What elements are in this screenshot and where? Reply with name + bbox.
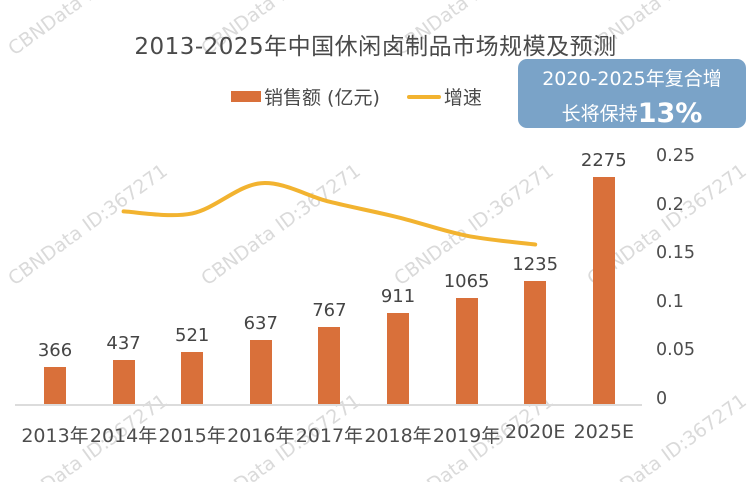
- bar-2025E: [592, 177, 615, 404]
- legend: 销售额 (亿元) 增速: [231, 83, 482, 110]
- x-axis-label-2019年: 2019年: [432, 425, 501, 447]
- callout-line1: 2020-2025年复合增: [542, 68, 722, 90]
- sales-legend-swatch-icon: [231, 91, 261, 102]
- bar-value-label: 911: [380, 286, 416, 307]
- bar-value-label: 521: [175, 325, 210, 346]
- x-axis-label-2014年: 2014年: [89, 425, 158, 447]
- x-axis-label-2018年: 2018年: [364, 425, 432, 447]
- right-axis-tick-0.05: 0.05: [656, 340, 695, 361]
- x-axis-label-2017年: 2017年: [295, 425, 364, 447]
- x-axis-label-2020E: 2020E: [505, 421, 566, 443]
- x-axis-label-2016年: 2016年: [227, 425, 295, 447]
- bar-2017年: [318, 327, 341, 404]
- callout-highlight: 13%: [637, 97, 703, 129]
- sales-legend-label: 销售额 (亿元): [264, 87, 380, 109]
- bar-value-label: 366: [37, 340, 73, 361]
- right-axis-tick-0.15: 0.15: [656, 243, 695, 264]
- x-axis-label-2025E: 2025E: [573, 421, 634, 443]
- bar-value-label: 637: [243, 313, 278, 334]
- right-axis-tick-0.2: 0.2: [656, 194, 684, 215]
- x-axis-line: [15, 404, 642, 406]
- bar-2020E: [524, 281, 547, 404]
- callout-line2: 长将保持13%: [561, 97, 703, 129]
- bar-value-label: 1065: [443, 271, 490, 292]
- page-title: 2013-2025年中国休闲卤制品市场规模及预测: [134, 34, 617, 60]
- bar-2015年: [181, 352, 204, 404]
- right-axis-tick-0.25: 0.25: [656, 146, 695, 166]
- bar-2016年: [249, 340, 272, 404]
- x-axis-label-2013年: 2013年: [21, 425, 89, 447]
- growth-legend-label: 增速: [443, 87, 482, 109]
- bar-value-label: 1235: [512, 254, 559, 275]
- x-axis-label-2015年: 2015年: [158, 425, 226, 447]
- right-axis-tick-0: 0: [656, 389, 668, 409]
- bar-value-label: 437: [106, 333, 141, 354]
- growth-callout: 2020-2025年复合增 长将保持13%: [518, 59, 746, 129]
- right-axis-tick-0.1: 0.1: [656, 291, 684, 312]
- bar-2019年: [455, 298, 478, 404]
- bar-value-label: 767: [312, 300, 347, 321]
- bar-value-label: 2275: [580, 150, 627, 171]
- bar-2014年: [112, 360, 135, 404]
- growth-legend-swatch-icon: [406, 94, 441, 99]
- bar-2013年: [44, 367, 66, 404]
- bar-2018年: [387, 313, 409, 404]
